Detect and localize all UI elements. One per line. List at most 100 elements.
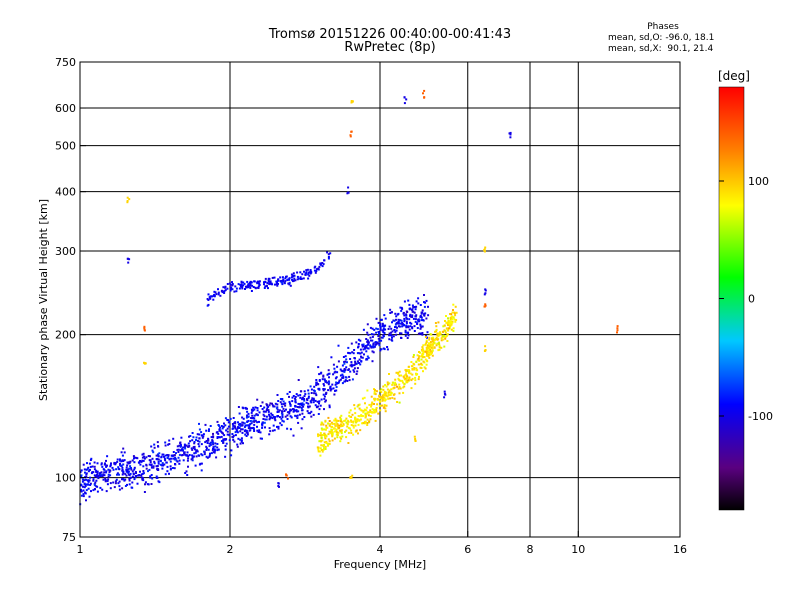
o-mode-point (281, 416, 284, 419)
o-mode-point (380, 336, 383, 339)
x-mode-point (321, 450, 324, 453)
sporadic-point (484, 289, 487, 292)
x-mode-point (371, 401, 374, 404)
o-mode-point (415, 305, 418, 308)
x-mode-point (451, 311, 454, 314)
x-mode-point (359, 418, 362, 421)
o-mode-point (419, 323, 422, 326)
x-mode-point (354, 416, 357, 419)
x-mode-point (331, 422, 334, 425)
o-mode-point (295, 415, 298, 418)
x-mode-point (432, 338, 435, 341)
o-mode-point (114, 462, 117, 465)
x-mode-point (403, 378, 406, 381)
x-mode-point (354, 424, 357, 427)
f-layer-point (244, 288, 246, 290)
f-layer-point (275, 283, 278, 286)
o-mode-point (387, 328, 390, 330)
x-mode-point (323, 435, 326, 438)
o-mode-point (122, 470, 125, 473)
o-mode-point (351, 378, 354, 381)
o-mode-point (332, 387, 335, 390)
x-mode-point (424, 343, 427, 346)
x-mode-point (405, 369, 408, 372)
x-mode-point (386, 381, 389, 384)
x-mode-point (334, 417, 337, 420)
o-mode-point (264, 426, 266, 429)
sporadic-point (484, 288, 487, 291)
x-mode-point (347, 442, 350, 444)
sporadic-point (444, 393, 447, 396)
o-mode-point (339, 368, 342, 371)
o-mode-point (281, 410, 283, 413)
x-mode-point (324, 420, 327, 423)
y-tick-label: 200 (55, 329, 76, 342)
o-mode-point (386, 346, 389, 348)
f-layer-point (288, 281, 291, 284)
o-mode-point (298, 413, 301, 416)
colorbar-unit: [deg] (718, 69, 750, 83)
sporadic-point (349, 135, 352, 138)
o-mode-point (169, 465, 172, 468)
f-layer-point (290, 276, 293, 279)
o-mode-point (347, 368, 350, 371)
o-mode-point (129, 460, 132, 463)
o-mode-point (323, 408, 325, 411)
o-mode-point (209, 425, 212, 427)
sporadic-point (126, 201, 129, 204)
o-mode-point (133, 456, 136, 459)
o-mode-point (245, 435, 248, 437)
o-mode-point (115, 478, 118, 481)
o-mode-point (128, 467, 131, 470)
x-mode-point (421, 346, 424, 349)
sporadic-point (126, 257, 129, 260)
o-mode-point (142, 479, 145, 482)
o-mode-point (182, 446, 185, 449)
o-mode-point (414, 318, 417, 321)
o-mode-point (411, 316, 414, 318)
o-mode-point (307, 406, 310, 409)
x-mode-point (422, 351, 425, 354)
x-mode-point (358, 407, 361, 410)
o-mode-point (394, 323, 397, 326)
o-mode-point (103, 474, 106, 477)
o-mode-point (81, 478, 84, 481)
o-mode-point (316, 406, 318, 409)
x-mode-point (447, 317, 449, 320)
o-mode-point (231, 433, 234, 435)
o-mode-point (288, 395, 290, 398)
x-mode-point (328, 440, 331, 443)
o-mode-point (395, 333, 398, 336)
chart-title-line2: RwPretec (8p) (344, 40, 436, 55)
o-mode-point (118, 488, 121, 491)
o-mode-point (322, 383, 325, 385)
o-mode-point (311, 397, 314, 400)
f-layer-point (303, 270, 305, 273)
f-layer-point (217, 288, 219, 291)
o-mode-point (80, 490, 83, 493)
x-mode-point (408, 377, 411, 380)
f-layer-point (228, 282, 231, 285)
o-mode-point (271, 404, 274, 407)
o-mode-point (151, 457, 154, 460)
x-mode-point (450, 313, 453, 316)
o-mode-point (242, 417, 245, 420)
f-layer-point (217, 293, 220, 296)
o-mode-point (339, 374, 342, 377)
x-mode-point (362, 422, 365, 424)
o-mode-point (230, 454, 233, 457)
x-mode-point (408, 376, 411, 379)
o-mode-point (300, 390, 303, 393)
x-mode-point (411, 365, 414, 368)
o-mode-point (323, 378, 326, 381)
o-mode-point (211, 440, 214, 443)
x-mode-point (440, 346, 443, 349)
o-mode-point (118, 485, 121, 488)
o-mode-point (245, 416, 248, 419)
o-mode-point (375, 343, 378, 346)
f-layer-point (207, 303, 210, 306)
o-mode-point (409, 313, 412, 316)
x-mode-point (384, 384, 387, 386)
x-mode-point (421, 363, 424, 366)
f-layer-point (264, 285, 267, 288)
